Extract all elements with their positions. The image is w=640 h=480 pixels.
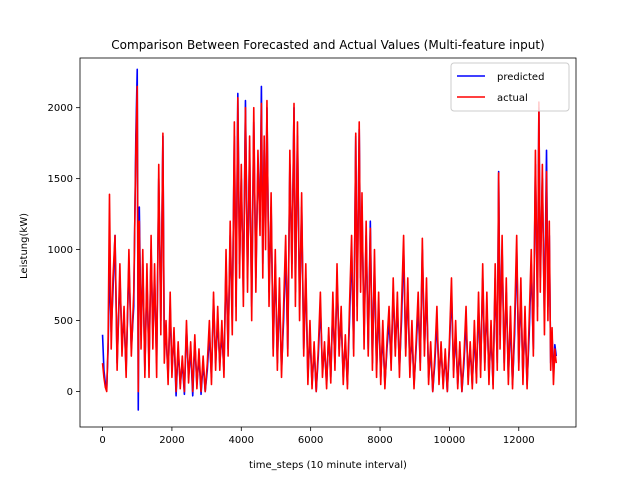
- plot-area: [101, 68, 558, 411]
- legend-label-predicted: predicted: [497, 72, 544, 83]
- y-tick-label: 1000: [48, 245, 73, 256]
- x-tick-label: 10000: [433, 435, 465, 446]
- series-line-actual: [101, 85, 558, 393]
- x-tick-label: 8000: [367, 435, 392, 446]
- x-tick-label: 0: [99, 435, 105, 446]
- x-tick-label: 2000: [159, 435, 184, 446]
- x-tick-label: 6000: [298, 435, 323, 446]
- x-tick-label: 12000: [503, 435, 535, 446]
- y-axis-label: Leistung(kW): [19, 213, 30, 279]
- legend: predicted actual: [450, 62, 570, 112]
- y-tick-label: 0: [67, 387, 73, 398]
- y-tick-label: 2000: [48, 103, 73, 114]
- y-tick-label: 500: [54, 316, 73, 327]
- x-tick-label: 4000: [229, 435, 254, 446]
- y-tick-label: 1500: [48, 174, 73, 185]
- x-axis-label: time_steps (10 minute interval): [249, 460, 407, 471]
- legend-label-actual: actual: [497, 93, 528, 104]
- axes-frame: [79, 57, 577, 428]
- axes: 0 2000 4000 6000 8000 10000 12000 0 500 1000 1500 2…: [48, 57, 577, 446]
- chart-title: Comparison Between Forecasted and Actual…: [111, 38, 544, 52]
- legend-box: [450, 62, 570, 112]
